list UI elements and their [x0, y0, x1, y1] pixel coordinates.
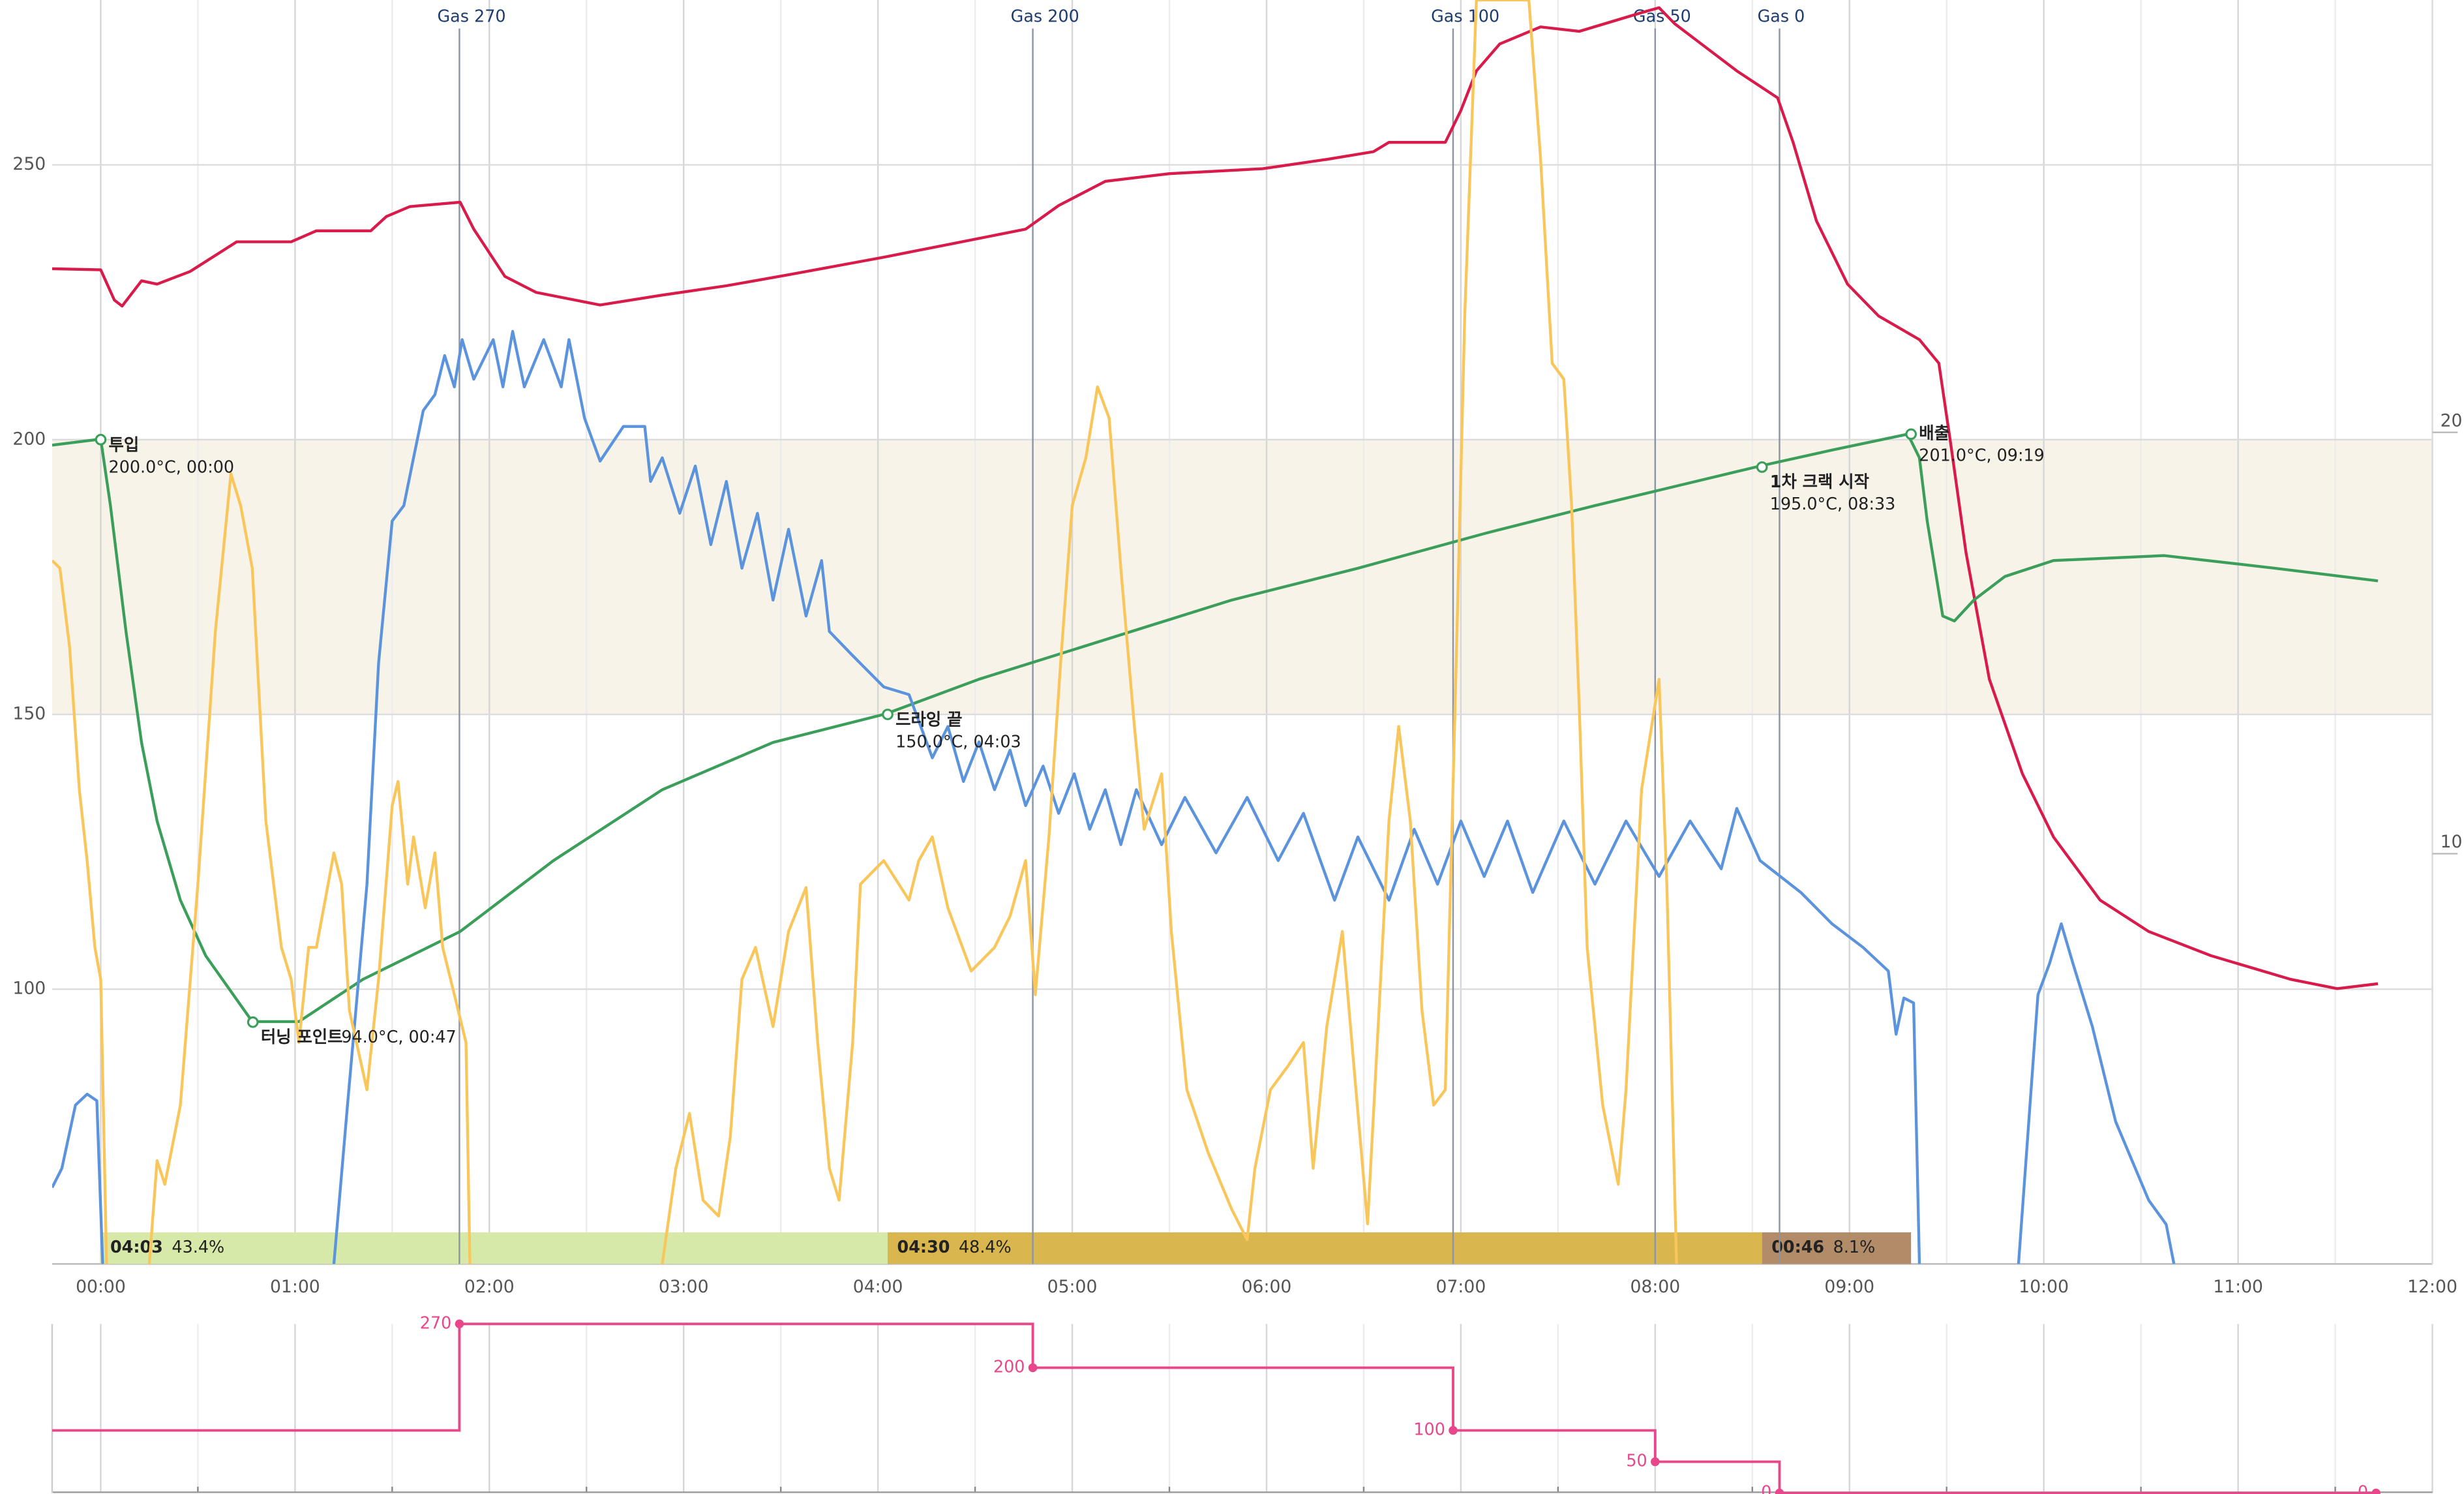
gas-marker-label: Gas 270	[438, 7, 506, 26]
y2-tick-label: 20	[2441, 410, 2463, 431]
x-tick-label: 04:00	[853, 1277, 903, 1297]
gas-value-label: 200	[993, 1356, 1025, 1376]
series-line	[52, 6, 2379, 990]
y2-tick-label: 10	[2441, 832, 2463, 852]
gas-value-label: 100	[1413, 1420, 1445, 1439]
series-line	[52, 329, 2176, 1264]
phase-percent: 43.4%	[172, 1237, 224, 1257]
x-tick-label: 05:00	[1047, 1277, 1098, 1297]
gas-point	[1775, 1488, 1784, 1494]
phase-bar	[100, 1232, 888, 1264]
x-tick-label: 09:00	[1824, 1277, 1874, 1297]
series-line	[52, 0, 1678, 1264]
event-label: 1차 크랙 시작	[1770, 472, 1869, 491]
y-tick-label: 200	[12, 429, 46, 449]
x-tick-label: 10:00	[2019, 1277, 2069, 1297]
gas-point	[1028, 1363, 1038, 1373]
event-label: 터닝 포인트	[261, 1027, 343, 1046]
event-marker	[882, 709, 894, 720]
y-tick-label: 100	[12, 979, 46, 999]
phase-duration: 04:03	[110, 1237, 163, 1257]
phase-percent: 48.4%	[959, 1237, 1012, 1257]
event-detail: 94.0°C, 00:47	[341, 1027, 456, 1046]
gas-marker-label: Gas 0	[1758, 7, 1805, 26]
series-group	[52, 0, 2379, 1264]
event-label: 배출	[1919, 423, 1949, 442]
gas-point	[1651, 1457, 1660, 1467]
gas-marker-label: Gas 100	[1431, 7, 1499, 26]
event-marker	[1905, 428, 1917, 440]
x-tick-label: 02:00	[464, 1277, 515, 1297]
gas-value-label: 270	[420, 1313, 451, 1332]
event-label: 드라잉 끝	[895, 710, 962, 729]
highlight-band	[52, 439, 2433, 715]
x-tick-label: 00:00	[76, 1277, 126, 1297]
gas-point	[2371, 1488, 2381, 1494]
x-tick-label: 08:00	[1630, 1277, 1680, 1297]
series-line	[52, 433, 2379, 1024]
x-tick-label: 12:00	[2407, 1277, 2457, 1297]
event-marker	[95, 434, 107, 446]
gas-point	[455, 1319, 464, 1329]
event-detail: 150.0°C, 04:03	[895, 732, 1021, 752]
event-marker	[247, 1016, 259, 1028]
phase-duration: 04:30	[897, 1237, 950, 1257]
y-tick-label: 250	[12, 154, 46, 174]
y-tick-label: 150	[12, 704, 46, 724]
gas-value-label: 0	[1761, 1482, 1771, 1494]
event-detail: 201.0°C, 09:19	[1919, 445, 2045, 465]
event-detail: 200.0°C, 00:00	[109, 457, 235, 476]
x-tick-label: 11:00	[2213, 1277, 2263, 1297]
gas-marker-label: Gas 200	[1011, 7, 1079, 26]
phase-percent: 8.1%	[1833, 1237, 1876, 1257]
gas-point	[1449, 1425, 1458, 1435]
x-tick-label: 07:00	[1436, 1277, 1486, 1297]
gas-value-label: 0	[2358, 1482, 2368, 1494]
event-label: 투입	[109, 435, 140, 455]
phase-bar	[1762, 1232, 1912, 1264]
event-detail: 195.0°C, 08:33	[1770, 494, 1896, 513]
x-tick-label: 01:00	[270, 1277, 320, 1297]
gas-value-label: 50	[1626, 1451, 1647, 1471]
event-marker	[1756, 461, 1768, 473]
x-tick-label: 06:00	[1242, 1277, 1292, 1297]
gas-step-line	[52, 1322, 2377, 1494]
x-tick-label: 03:00	[659, 1277, 709, 1297]
phase-bar	[888, 1232, 1762, 1264]
